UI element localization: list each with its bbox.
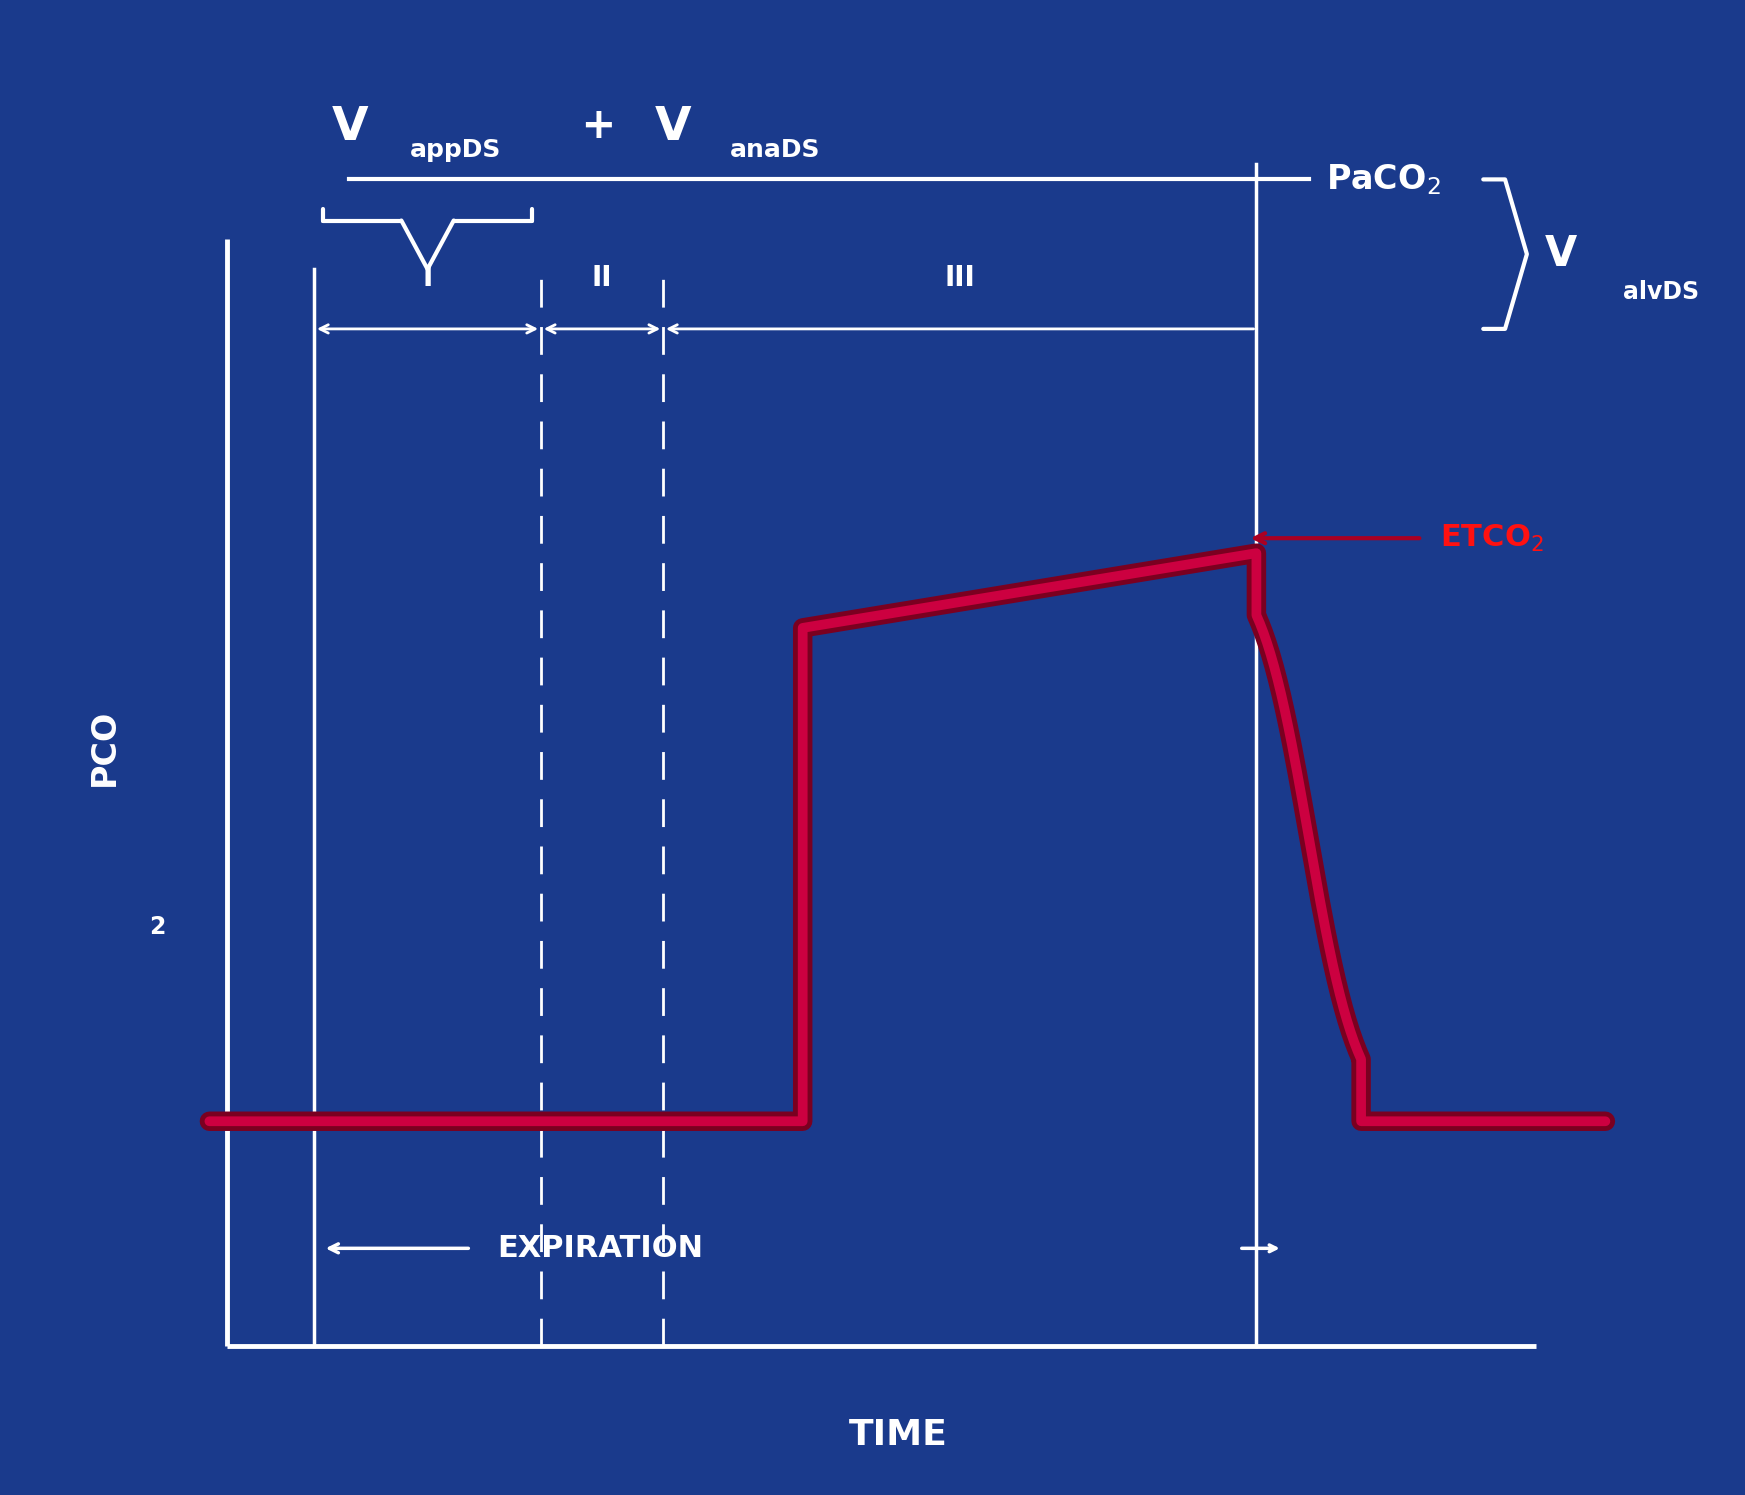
Text: 2: 2 <box>148 915 166 939</box>
Text: PCO: PCO <box>89 709 120 786</box>
Text: I: I <box>422 263 433 292</box>
Text: EXPIRATION: EXPIRATION <box>497 1233 703 1263</box>
Text: alvDS: alvDS <box>1623 280 1700 303</box>
Text: III: III <box>944 263 975 292</box>
Text: V: V <box>1544 233 1576 275</box>
Text: II: II <box>592 263 612 292</box>
Text: anaDS: anaDS <box>729 138 820 161</box>
Text: +: + <box>567 105 632 147</box>
Text: TIME: TIME <box>850 1419 948 1452</box>
Text: appDS: appDS <box>410 138 501 161</box>
Text: PaCO$_2$: PaCO$_2$ <box>1326 161 1441 197</box>
Text: ETCO$_2$: ETCO$_2$ <box>1440 523 1543 553</box>
Text: V: V <box>332 105 368 150</box>
Text: V: V <box>654 105 691 150</box>
